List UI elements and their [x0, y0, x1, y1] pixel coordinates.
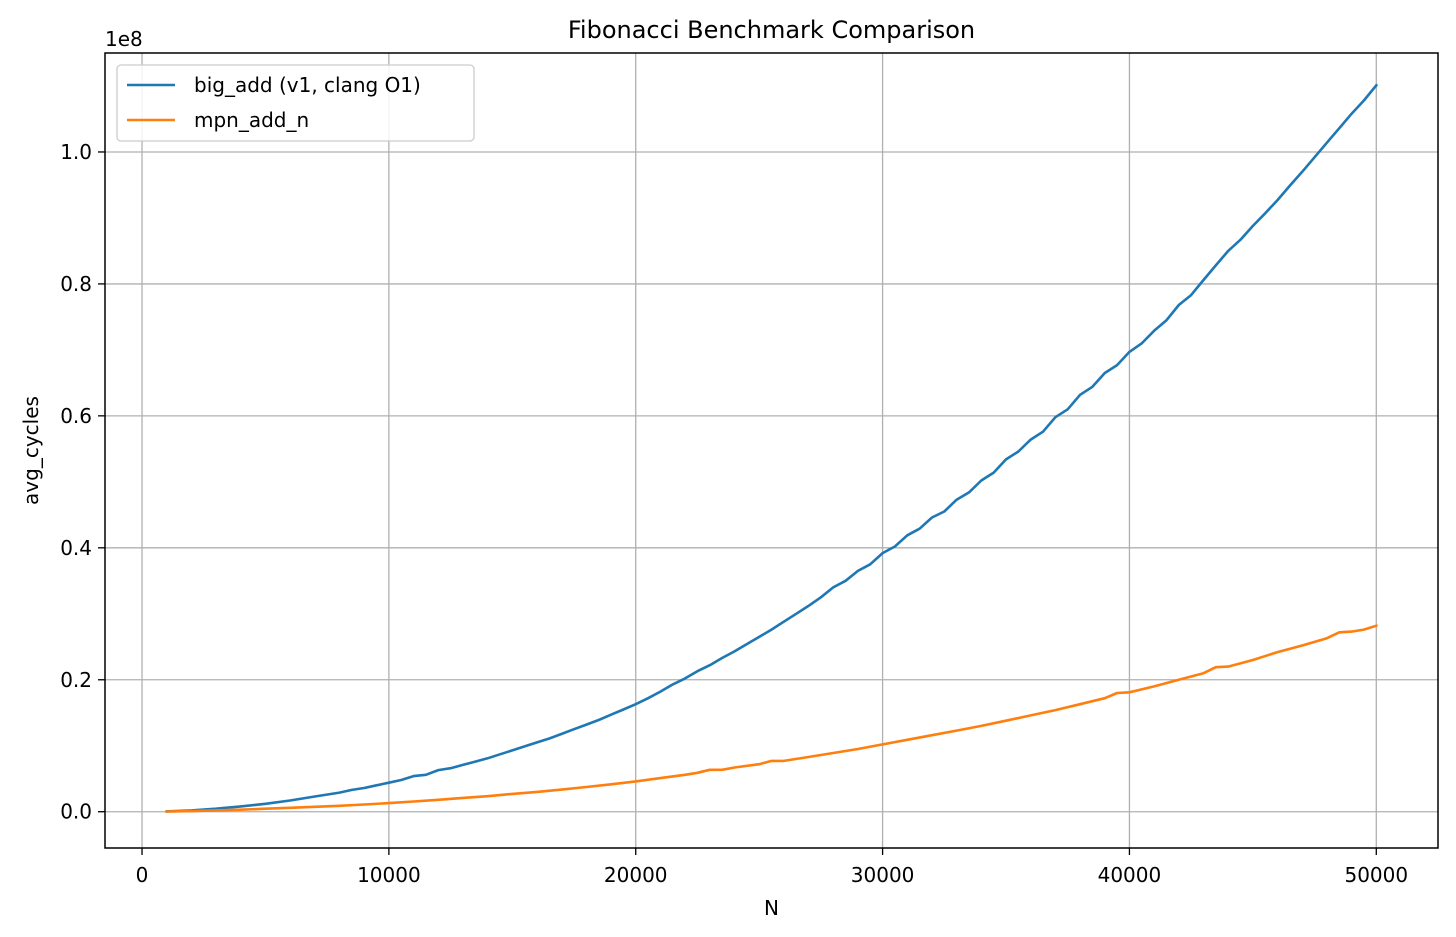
x-tick-label: 10000	[357, 863, 421, 887]
plot-frame	[104, 52, 1439, 849]
series-lines	[165, 83, 1379, 813]
series-line-2	[165, 624, 1378, 813]
y-tick-label: 0.8	[60, 272, 92, 296]
x-tick-label: 20000	[604, 863, 668, 887]
x-axis-ticks: 0 10000 20000 30000 40000 50000	[136, 848, 1408, 887]
x-tick-label: 0	[136, 863, 149, 887]
x-tick-label: 50000	[1344, 863, 1408, 887]
y-tick-label: 0.6	[60, 404, 92, 428]
y-tick-label: 0.4	[60, 536, 92, 560]
y-tick-label: 1.0	[60, 140, 92, 164]
y-axis-offset-label: 1e8	[105, 27, 143, 51]
legend-label-2: mpn_add_n	[194, 108, 309, 132]
x-axis-title: N	[764, 896, 779, 920]
y-tick-label: 0.2	[60, 668, 92, 692]
chart-title: Fibonacci Benchmark Comparison	[568, 16, 975, 44]
legend-label-1: big_add (v1, clang O1)	[194, 73, 421, 97]
y-axis-title: avg_cycles	[19, 396, 43, 505]
x-tick-label: 30000	[851, 863, 915, 887]
y-axis-ticks: 0.0 0.2 0.4 0.6 0.8 1.0	[60, 140, 105, 824]
legend: big_add (v1, clang O1) mpn_add_n	[116, 64, 475, 142]
y-tick-label: 0.0	[60, 800, 92, 824]
grid-lines	[105, 53, 1438, 848]
series-line-1	[165, 83, 1379, 813]
legend-box	[116, 64, 475, 142]
x-tick-label: 40000	[1098, 863, 1162, 887]
